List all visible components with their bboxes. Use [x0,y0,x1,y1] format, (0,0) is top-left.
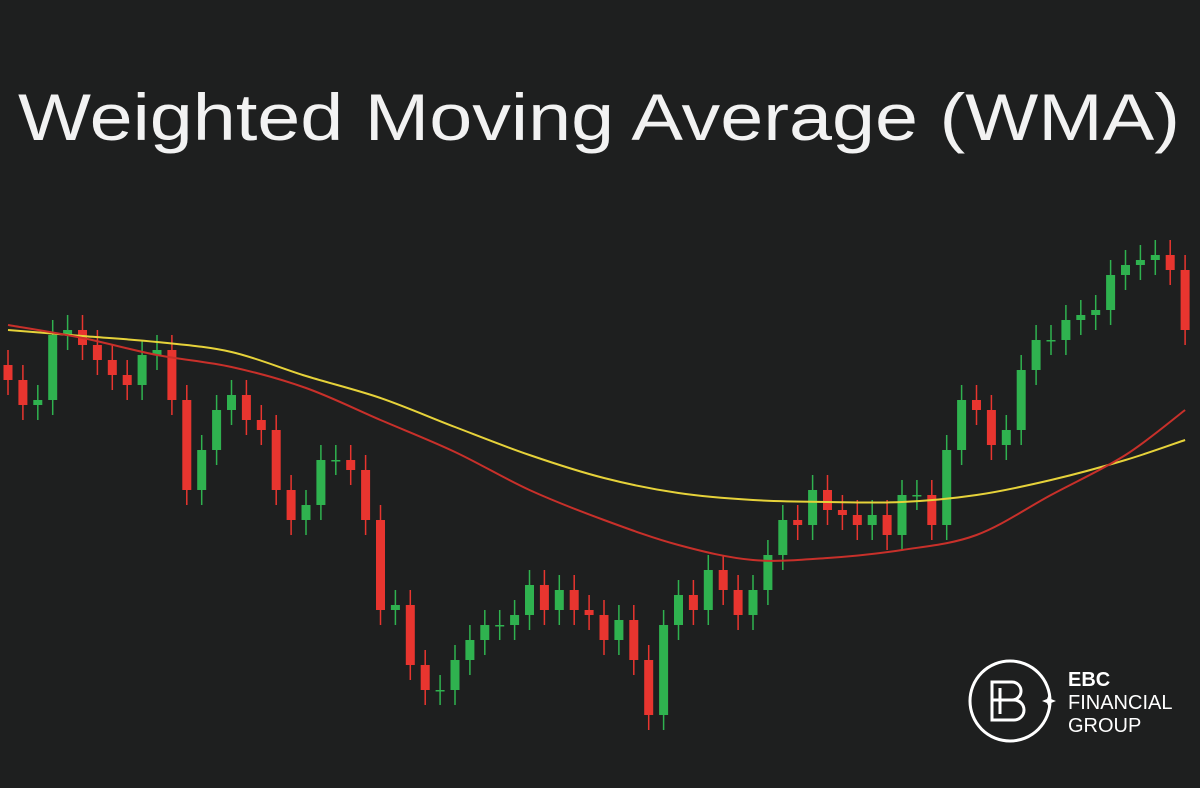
candle-body [1046,340,1056,342]
candle-body [837,510,847,515]
candle-body [778,520,788,555]
candle-body [107,360,117,375]
candle-body [1106,275,1116,310]
candle-body [674,595,683,625]
candle-body [3,365,13,380]
candle-body [450,660,460,690]
candle-body [927,495,937,525]
candle-body [703,570,713,610]
candle-body [1001,430,1011,445]
candle-body [182,400,192,490]
candle-body [599,615,609,640]
candle-body [92,345,102,360]
candle-body [525,585,534,615]
candle-body [197,450,207,490]
candle-body [867,515,877,525]
candle-body [882,515,892,535]
candle-body [405,605,415,665]
candle-body [152,350,162,355]
logo-mark [990,680,1026,722]
candle-body [852,515,862,525]
candle-body [495,625,505,627]
candle-body [301,505,311,520]
candle-body [823,490,832,510]
candle-body [912,495,922,497]
candle-body [1135,260,1145,265]
logo-star [1042,694,1056,708]
logo-text: GROUP [1068,715,1141,737]
candle-body [1016,370,1026,430]
candle-body [584,610,594,615]
candle-body [63,330,73,335]
candle-body [793,520,803,525]
candle-body [48,335,58,400]
candle-body [18,380,28,405]
candle-body [435,690,445,692]
candle-body [1121,265,1130,275]
candle-body [137,355,147,385]
candle-body [510,615,520,625]
candle-body [167,350,177,400]
candle-body [1165,255,1175,270]
candle-body [331,460,341,462]
candle-body [554,590,564,610]
logo-text: FINANCIAL [1068,692,1172,714]
candle-body [480,625,490,640]
candle-body [33,400,43,405]
candle-body [659,625,669,715]
candles [3,240,1190,730]
candle-body [376,520,385,610]
chart-title: Weighted Moving Average (WMA) [18,80,1180,154]
candle-body [1076,315,1086,320]
candle-body [1031,340,1041,370]
candle-body [122,375,132,385]
candle-body [957,400,967,450]
candle-body [972,400,981,410]
candle-body [539,585,549,610]
candle-body [942,450,952,525]
candle-body [808,490,818,525]
candle-body [420,665,430,690]
candle-body [1091,310,1101,315]
candle-body [1061,320,1071,340]
candle-body [271,430,281,490]
logo-text: EBC [1068,669,1110,691]
candle-body [986,410,996,445]
candle-body [212,410,222,450]
logo: EBC FINANCIAL GROUP [968,659,1172,743]
candle-body [390,605,400,610]
candle-body [569,590,579,610]
candle-body [644,660,654,715]
candle-body [227,395,236,410]
candle-body [718,570,728,590]
candle-body [316,460,326,505]
candle-body [688,595,698,610]
candle-body [1180,270,1190,330]
candle-body [286,490,296,520]
moving-average-line [7,324,1186,562]
candle-body [897,495,907,535]
candle-body [733,590,743,615]
candle-body [614,620,624,640]
moving-averages [7,324,1186,562]
candle-body [346,460,356,470]
candle-body [763,555,773,590]
candle-body [256,420,266,430]
candle-body [1150,255,1160,260]
candle-body [361,470,371,520]
candle-body [629,620,639,660]
candle-body [748,590,758,615]
candle-body [465,640,475,660]
moving-average-line [7,329,1186,504]
candle-body [241,395,251,420]
